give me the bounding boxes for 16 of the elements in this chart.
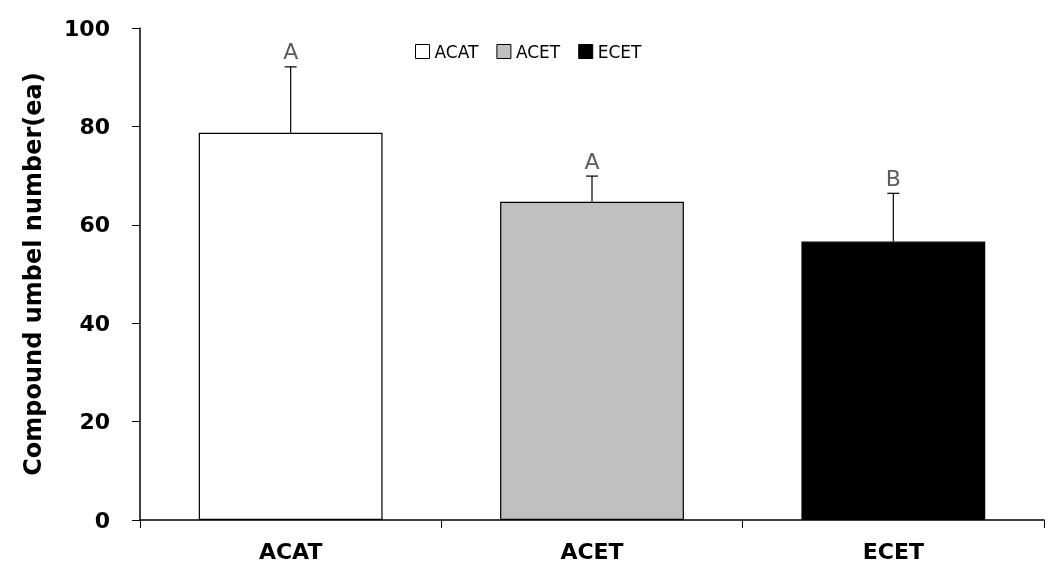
x-tick-label: ECET [862, 538, 924, 564]
annotation: B [885, 165, 901, 191]
y-tick-label: 60 [79, 212, 110, 238]
legend-label: ECET [597, 41, 643, 62]
y-tick-label: 0 [94, 507, 110, 533]
y-tick-label: 20 [79, 409, 110, 435]
x-tick-label: ACET [560, 538, 624, 564]
x-tick-label: ACAT [258, 538, 323, 564]
y-tick-label: 100 [64, 15, 110, 41]
y-tick-label: 80 [79, 113, 110, 139]
legend-label: ACAT [434, 41, 480, 62]
legend-label: ACET [515, 41, 561, 62]
annotation: A [584, 148, 600, 174]
y-axis-title: Compound umbel number(ea) [19, 72, 47, 476]
y-tick-label: 40 [79, 310, 110, 336]
annotation: A [283, 39, 299, 65]
